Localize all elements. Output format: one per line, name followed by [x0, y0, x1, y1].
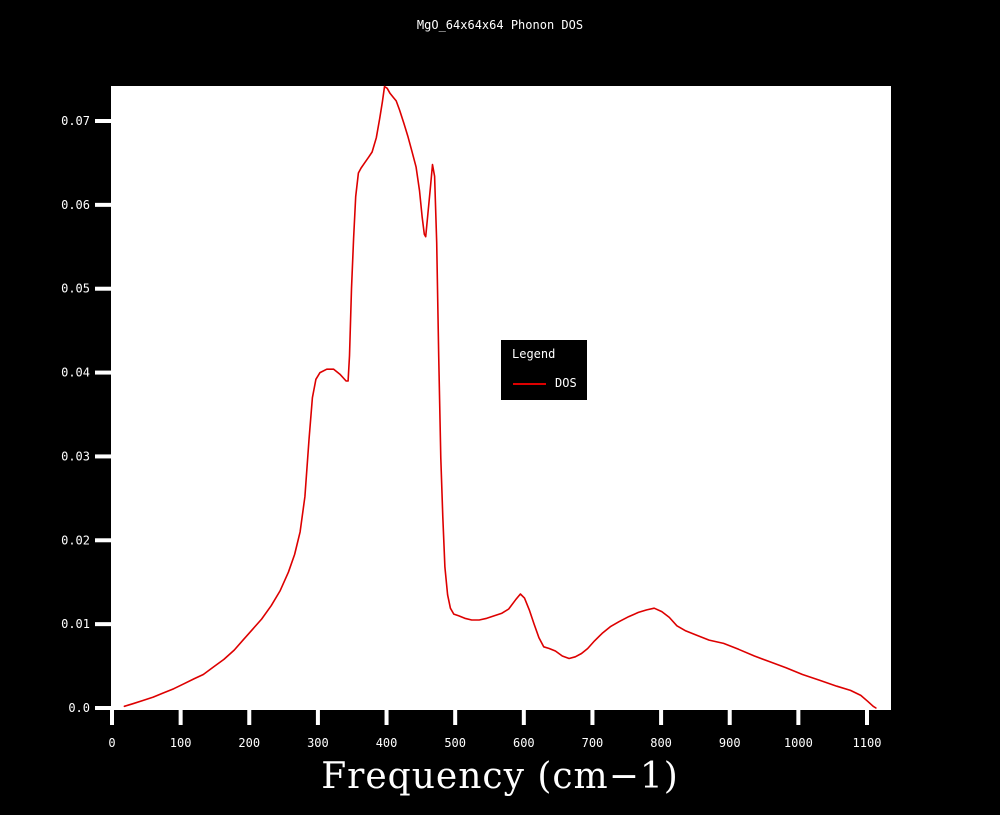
x-tick-label: 1000 [784, 736, 813, 750]
y-tick-mark [95, 454, 111, 459]
y-tick-mark [95, 538, 111, 543]
y-tick-mark [95, 202, 111, 207]
x-tick-label: 600 [513, 736, 535, 750]
x-axis-label: Frequency (cm−1) [321, 756, 679, 797]
y-tick-label: 0.01 [61, 617, 90, 631]
y-tick-label: 0.06 [61, 198, 90, 212]
x-tick-mark [659, 710, 664, 725]
chart-title: MgO_64x64x64 Phonon DOS [416, 18, 584, 32]
x-tick-mark [178, 710, 183, 725]
y-tick-label: 0.07 [61, 114, 90, 128]
x-tick-label: 0 [108, 736, 115, 750]
x-tick-label: 1100 [853, 736, 882, 750]
legend-entry-dos: DOS [513, 376, 583, 392]
legend-box: Legend DOS [501, 340, 587, 400]
x-tick-mark [590, 710, 595, 725]
x-tick-mark [110, 710, 114, 725]
x-tick-mark [521, 710, 526, 725]
y-tick-mark [95, 622, 111, 627]
y-axis-ticks: 0.0 0.01 0.02 0.03 0.04 0.05 0.06 0.07 [61, 114, 111, 715]
x-tick-label: 100 [170, 736, 192, 750]
y-tick-label: 0.05 [61, 282, 90, 296]
legend-line-swatch [513, 383, 546, 385]
y-tick-mark [95, 370, 111, 375]
y-tick-mark [95, 119, 111, 123]
x-tick-mark [796, 710, 801, 725]
legend-entry-label: DOS [555, 376, 577, 390]
x-tick-mark [247, 710, 252, 725]
y-tick-label: 0.0 [68, 701, 90, 715]
y-tick-label: 0.02 [61, 533, 90, 547]
x-tick-label: 500 [444, 736, 466, 750]
x-tick-label: 300 [307, 736, 329, 750]
legend-title: Legend [512, 347, 556, 361]
x-tick-mark [315, 710, 320, 725]
x-tick-label: 700 [582, 736, 604, 750]
x-tick-mark [384, 710, 389, 725]
y-tick-label: 0.03 [61, 449, 90, 463]
x-tick-label: 800 [650, 736, 672, 750]
x-tick-label: 400 [376, 736, 398, 750]
x-tick-mark [865, 710, 869, 725]
y-tick-label: 0.04 [61, 366, 90, 380]
x-tick-label: 900 [719, 736, 741, 750]
x-tick-label: 200 [238, 736, 260, 750]
dos-curve [123, 85, 877, 709]
y-tick-mark [95, 286, 111, 291]
x-axis-ticks: 0 100 200 300 400 500 600 700 800 900 1000 1100 [108, 710, 881, 750]
x-tick-mark [727, 710, 732, 725]
x-tick-mark [453, 710, 458, 725]
y-tick-mark [95, 706, 111, 710]
